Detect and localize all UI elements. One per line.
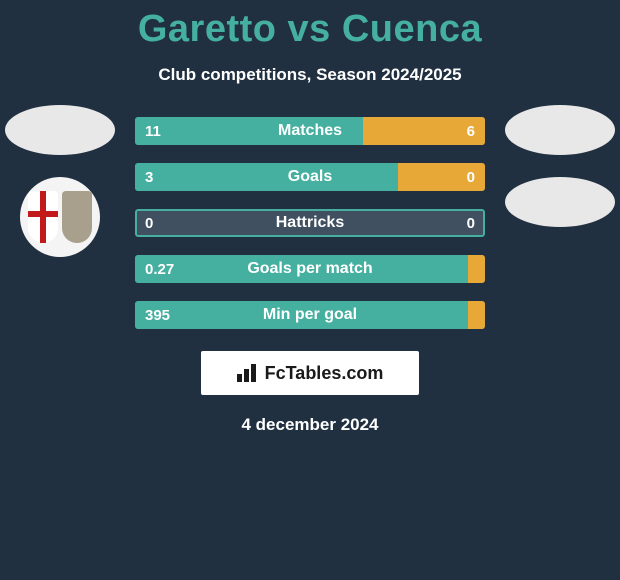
stat-label: Goals per match	[135, 255, 485, 283]
stat-label: Min per goal	[135, 301, 485, 329]
stat-value-right: 6	[467, 117, 475, 145]
player-right-club-placeholder	[505, 177, 615, 227]
stat-label: Hattricks	[135, 209, 485, 237]
page-title: Garetto vs Cuenca	[0, 0, 620, 51]
player-left-column	[0, 105, 120, 257]
player-left-avatar	[5, 105, 115, 155]
player-right-column	[500, 105, 620, 227]
stat-row: Goals per match0.27	[135, 255, 485, 283]
stat-value-left: 0	[145, 209, 153, 237]
stat-row: Matches11 6	[135, 117, 485, 145]
stat-bars: Matches116Goals30Hattricks00Goals per ma…	[135, 117, 485, 329]
branding-text: FcTables.com	[265, 363, 384, 384]
stat-value-left: 0.27	[145, 255, 174, 283]
stat-row: Min per goal395	[135, 301, 485, 329]
stat-value-right: 0	[467, 209, 475, 237]
snapshot-date: 4 december 2024	[0, 415, 620, 435]
stat-value-left: 3	[145, 163, 153, 191]
stat-label: Goals	[135, 163, 485, 191]
branding-badge: FcTables.com	[201, 351, 419, 395]
stat-row: Goals3 0	[135, 163, 485, 191]
stat-value-left: 395	[145, 301, 170, 329]
page-subtitle: Club competitions, Season 2024/2025	[0, 65, 620, 85]
stat-value-left: 11	[145, 117, 161, 145]
player-right-avatar	[505, 105, 615, 155]
comparison-content: Matches116Goals30Hattricks00Goals per ma…	[0, 117, 620, 329]
bar-chart-icon	[237, 364, 259, 382]
stat-value-right: 0	[467, 163, 475, 191]
stat-label: Matches	[135, 117, 485, 145]
player-left-club-shield	[20, 177, 100, 257]
stat-row: Hattricks0 0	[135, 209, 485, 237]
